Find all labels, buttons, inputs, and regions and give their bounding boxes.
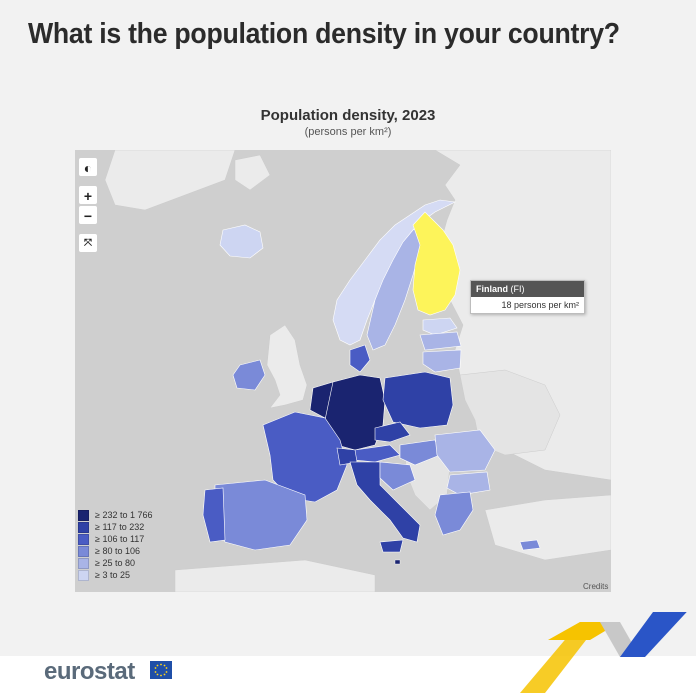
greece: [434, 491, 474, 536]
legend-swatch: [78, 545, 89, 557]
croatia-slovenia: [379, 461, 416, 491]
portugal: [202, 487, 226, 543]
romania: [434, 429, 496, 473]
yellow-stripe-long: [520, 622, 600, 693]
legend-swatch: [78, 521, 89, 533]
iceland: [219, 224, 264, 259]
legend-swatch: [78, 569, 89, 581]
zoom-out-button[interactable]: −: [78, 205, 98, 225]
legend-label: ≥ 106 to 117: [95, 534, 145, 544]
footer-band: [0, 656, 696, 693]
legend-label: ≥ 232 to 1 766: [95, 510, 153, 520]
map-area[interactable]: [75, 150, 611, 592]
eurostat-logo: eurostat: [44, 658, 135, 685]
cyprus: [519, 539, 541, 551]
blue-stripe: [620, 612, 687, 657]
legend-item: ≥ 80 to 106: [78, 545, 153, 557]
denmark: [349, 344, 371, 373]
eu-flag-icon: [150, 661, 172, 679]
tooltip-value: 18 persons per km²: [501, 300, 579, 310]
svalbard: [234, 154, 271, 191]
legend-item: ≥ 106 to 117: [78, 533, 153, 545]
legend-swatch: [78, 557, 89, 569]
hungary: [399, 439, 441, 466]
latvia: [419, 331, 462, 351]
europe-map[interactable]: [75, 150, 611, 592]
poland: [382, 371, 454, 429]
map-subtitle: (persons per km²): [304, 126, 392, 138]
globe-icon[interactable]: ◐: [78, 157, 98, 177]
legend-item: ≥ 117 to 232: [78, 521, 153, 533]
legend-label: ≥ 117 to 232: [95, 522, 145, 532]
legend-label: ≥ 25 to 80: [95, 558, 135, 568]
legend-label: ≥ 3 to 25: [95, 570, 130, 580]
footer-graphic: [0, 612, 696, 693]
norway: [332, 199, 457, 346]
finland[interactable]: [412, 211, 461, 316]
ukraine-belarus: [459, 369, 561, 456]
fullscreen-icon[interactable]: ⤧: [78, 233, 98, 253]
legend: ≥ 232 to 1 766 ≥ 117 to 232 ≥ 106 to 117…: [78, 509, 153, 581]
sicily: [379, 539, 404, 553]
legend-item: ≥ 232 to 1 766: [78, 509, 153, 521]
legend-label: ≥ 80 to 106: [95, 546, 140, 556]
lithuania: [422, 349, 462, 373]
greenland: [104, 150, 236, 211]
uk: [266, 324, 308, 409]
tooltip-country: Finland: [476, 284, 508, 294]
legend-item: ≥ 25 to 80: [78, 557, 153, 569]
legend-swatch: [78, 509, 89, 521]
map-title: Population density, 2023: [260, 107, 436, 124]
spain: [214, 479, 308, 551]
tooltip-code: (FI): [510, 284, 525, 294]
legend-swatch: [78, 533, 89, 545]
tooltip-header: Finland (FI): [471, 281, 584, 297]
czechia: [374, 421, 411, 443]
zoom-in-button[interactable]: +: [78, 185, 98, 205]
france: [262, 411, 348, 503]
tooltip: Finland (FI) 18 persons per km²: [470, 280, 585, 314]
turkey: [484, 494, 611, 561]
bulgaria: [446, 471, 491, 496]
headline: What is the population density in your c…: [28, 18, 620, 50]
malta: [394, 559, 401, 565]
north-africa: [174, 559, 376, 592]
legend-item: ≥ 3 to 25: [78, 569, 153, 581]
estonia: [422, 317, 458, 336]
ireland: [232, 359, 266, 391]
credits-link[interactable]: Credits: [583, 582, 609, 591]
